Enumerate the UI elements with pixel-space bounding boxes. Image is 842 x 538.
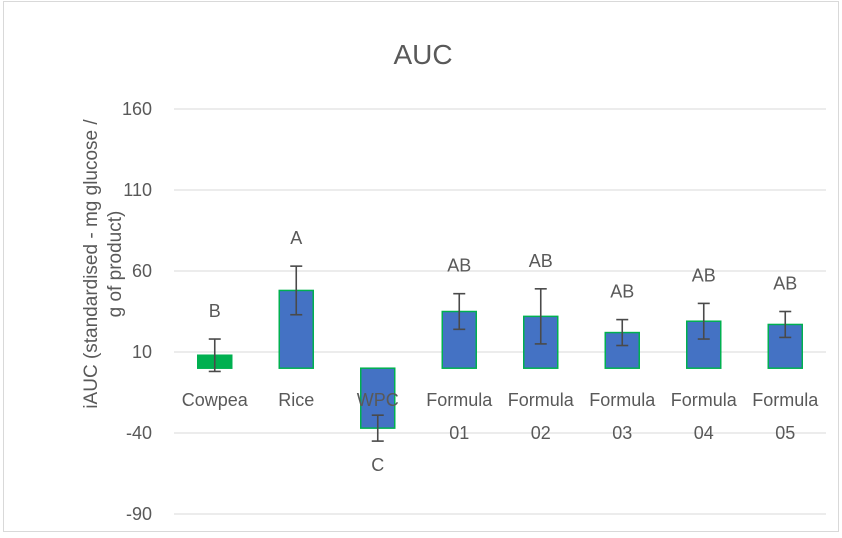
- category-label: Formula: [671, 390, 738, 410]
- significance-letter: AB: [610, 282, 634, 302]
- category-labels: Cowpea Rice WPC Formula 01 Formula 02 Formula 03…: [182, 390, 820, 443]
- y-tick-label: 10: [132, 342, 152, 362]
- significance-letter: B: [209, 301, 221, 321]
- chart-frame: AUC 160 110 60 10 -40 -90 B A C AB AB AB AB AB Cowpe…: [3, 1, 839, 532]
- y-tick-label: 60: [132, 261, 152, 281]
- category-label: Formula: [752, 390, 819, 410]
- chart-title: AUC: [393, 39, 452, 70]
- category-label-line2: 05: [775, 423, 795, 443]
- category-label-line2: 01: [449, 423, 469, 443]
- category-label-line2: 02: [531, 423, 551, 443]
- significance-letter: AB: [447, 256, 471, 276]
- y-axis-label-line: iAUC (standardised - mg glucose /: [81, 119, 102, 409]
- category-label: WPC: [357, 390, 399, 410]
- category-label-line2: 04: [694, 423, 714, 443]
- y-tick-label: -90: [126, 504, 152, 524]
- chart-svg: AUC 160 110 60 10 -40 -90 B A C AB AB AB AB AB Cowpe…: [81, 39, 826, 524]
- significance-letter: A: [290, 228, 302, 248]
- gridlines: [174, 108, 826, 515]
- category-label: Formula: [508, 390, 575, 410]
- y-axis-label-line: g of product): [105, 211, 126, 318]
- y-tick-label: -40: [126, 423, 152, 443]
- category-label: Formula: [426, 390, 493, 410]
- category-label: Formula: [589, 390, 656, 410]
- y-axis-ticks: 160 110 60 10 -40 -90: [122, 99, 152, 524]
- error-bars: [208, 265, 792, 442]
- significance-letter: AB: [529, 251, 553, 271]
- y-tick-label: 110: [123, 180, 152, 200]
- category-label: Rice: [278, 390, 314, 410]
- significance-letters: B A C AB AB AB AB AB: [209, 228, 798, 475]
- y-axis-label: iAUC (standardised - mg glucose / g of pr…: [81, 119, 126, 409]
- category-label-line2: 03: [612, 423, 632, 443]
- category-label: Cowpea: [182, 390, 249, 410]
- significance-letter: C: [371, 455, 384, 475]
- significance-letter: AB: [773, 274, 797, 294]
- bar: [686, 320, 722, 369]
- significance-letter: AB: [692, 265, 716, 285]
- y-tick-label: 160: [122, 99, 152, 119]
